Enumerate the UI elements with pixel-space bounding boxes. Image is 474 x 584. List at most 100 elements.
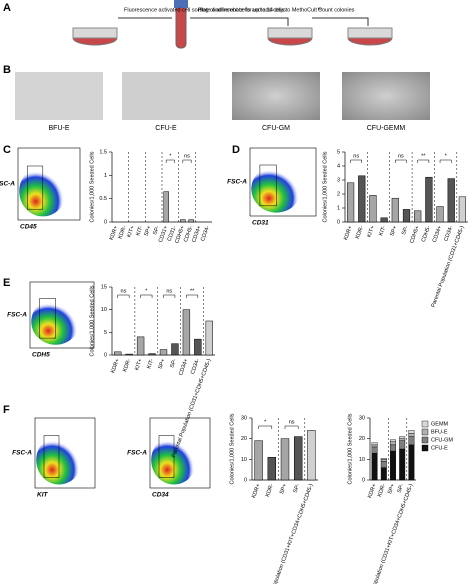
bar	[136, 336, 145, 356]
x-tick-label: CDH5-	[421, 225, 432, 243]
significance-label: ns	[166, 288, 172, 294]
schematic-step: Plate and incubate for up to 14 days	[198, 7, 286, 13]
bar	[188, 219, 194, 223]
y-axis-title: Colonies/1,000 Seeded Cells	[229, 413, 235, 484]
significance-bracket	[182, 159, 192, 163]
x-tick-label: KDR-	[265, 483, 275, 498]
y-tick-label: 4	[337, 163, 340, 169]
bar	[180, 219, 186, 223]
bar	[458, 196, 467, 223]
flow-y-label: FSC-A	[227, 179, 247, 186]
y-tick-label: 10	[359, 457, 365, 463]
significance-bracket	[439, 159, 452, 163]
y-tick-label: 1	[104, 173, 107, 179]
flow-gate	[27, 165, 44, 210]
significance-label: *	[169, 153, 172, 159]
y-tick-label: 20	[241, 436, 247, 442]
significance-bracket	[186, 294, 199, 298]
bar	[159, 349, 168, 356]
x-tick-label: SP+	[279, 483, 288, 495]
significance-bracket	[163, 294, 176, 298]
x-tick-label: CD34-	[443, 225, 454, 242]
bar	[425, 176, 433, 223]
flow-gate	[43, 435, 60, 478]
bar-segment	[380, 459, 387, 462]
y-tick-label: 0	[337, 219, 340, 225]
panel-label: E	[3, 277, 10, 289]
schematic-step: Fluorescence activated cell sorting of a…	[124, 7, 322, 13]
bar	[148, 353, 156, 356]
flow-gate	[158, 435, 175, 478]
bar-segment	[408, 433, 415, 437]
bar	[267, 457, 277, 481]
flow-y-label: FSC-A	[12, 450, 32, 457]
x-tick-label: SP+	[143, 225, 152, 237]
panel-label: A	[3, 2, 11, 14]
schematic-step: Count colonies	[318, 7, 355, 13]
bar	[346, 182, 355, 223]
x-tick-label: KDR+	[110, 358, 121, 374]
legend-label: BFU-E	[431, 429, 448, 435]
significance-bracket	[417, 159, 430, 163]
significance-bracket	[350, 159, 363, 163]
significance-bracket	[258, 425, 273, 429]
x-tick-label: SP-	[152, 225, 161, 236]
x-tick-label: SP-	[397, 483, 406, 494]
legend-label: GEMM	[431, 421, 449, 427]
x-tick-label: CD31-	[167, 225, 178, 242]
bar-segment	[371, 452, 378, 481]
legend-label: CFU-GM	[431, 437, 453, 443]
flow-x-label: CDH5	[32, 352, 50, 359]
micrographs: BFU-E CFU-E CFU-GM CFU-GEMM	[15, 72, 430, 132]
flow-x-label: KIT	[37, 492, 49, 499]
legend-swatch	[421, 420, 429, 428]
bar	[163, 191, 169, 223]
x-tick-label: KDR+	[251, 483, 262, 499]
significance-label: ns	[289, 419, 295, 425]
x-tick-label: KIT+	[134, 358, 144, 371]
x-tick-label: CD34-	[190, 358, 201, 375]
bar-segment	[371, 444, 378, 448]
y-tick-label: 15	[101, 284, 107, 290]
x-tick-label: SP-	[401, 225, 410, 236]
significance-label: *	[145, 288, 148, 294]
x-tick-label: KDR+	[367, 483, 378, 499]
y-tick-label: 3	[337, 177, 340, 183]
flow-y-label: FSC-A	[7, 312, 27, 319]
y-tick-label: 30	[241, 415, 247, 421]
y-tick-label: 10	[101, 307, 107, 313]
significance-label: **	[190, 288, 195, 294]
image-caption: CFU-E	[155, 125, 177, 132]
x-tick-label: KIT+	[367, 225, 377, 238]
flow-gate	[39, 298, 56, 339]
x-tick-label: Parental Population (CD31+KIT+CD34+CDH5+…	[263, 483, 314, 584]
x-tick-label: KIT+	[126, 225, 136, 238]
y-tick-label: 30	[359, 415, 365, 421]
panel-label: D	[232, 144, 240, 156]
y-tick-label: 20	[359, 436, 365, 442]
x-tick-label: SP-	[169, 358, 178, 369]
legend-swatch	[421, 436, 429, 444]
significance-label: ns	[398, 153, 404, 159]
y-tick-label: 10	[241, 457, 247, 463]
bar	[114, 351, 122, 356]
image-caption: CFU-GEMM	[367, 125, 406, 132]
bar-segment	[399, 438, 406, 441]
bar-segment	[390, 444, 396, 452]
flow-gate	[259, 164, 277, 207]
legend-swatch	[421, 428, 429, 436]
legend-label: CFU-E	[431, 445, 448, 451]
y-tick-label: 0	[104, 219, 107, 225]
legend-swatch	[421, 444, 429, 452]
y-tick-label: 5	[337, 149, 340, 155]
x-tick-label: KDR+	[343, 225, 354, 241]
bar-segment	[390, 441, 396, 446]
bar-segment	[408, 436, 415, 446]
x-tick-label: SP-	[293, 483, 302, 494]
significance-label: ns	[121, 288, 127, 294]
y-tick-label: 0	[244, 477, 247, 483]
bar	[414, 210, 422, 223]
y-tick-label: 1.5	[99, 149, 107, 155]
x-tick-label: CD34+	[178, 358, 190, 376]
